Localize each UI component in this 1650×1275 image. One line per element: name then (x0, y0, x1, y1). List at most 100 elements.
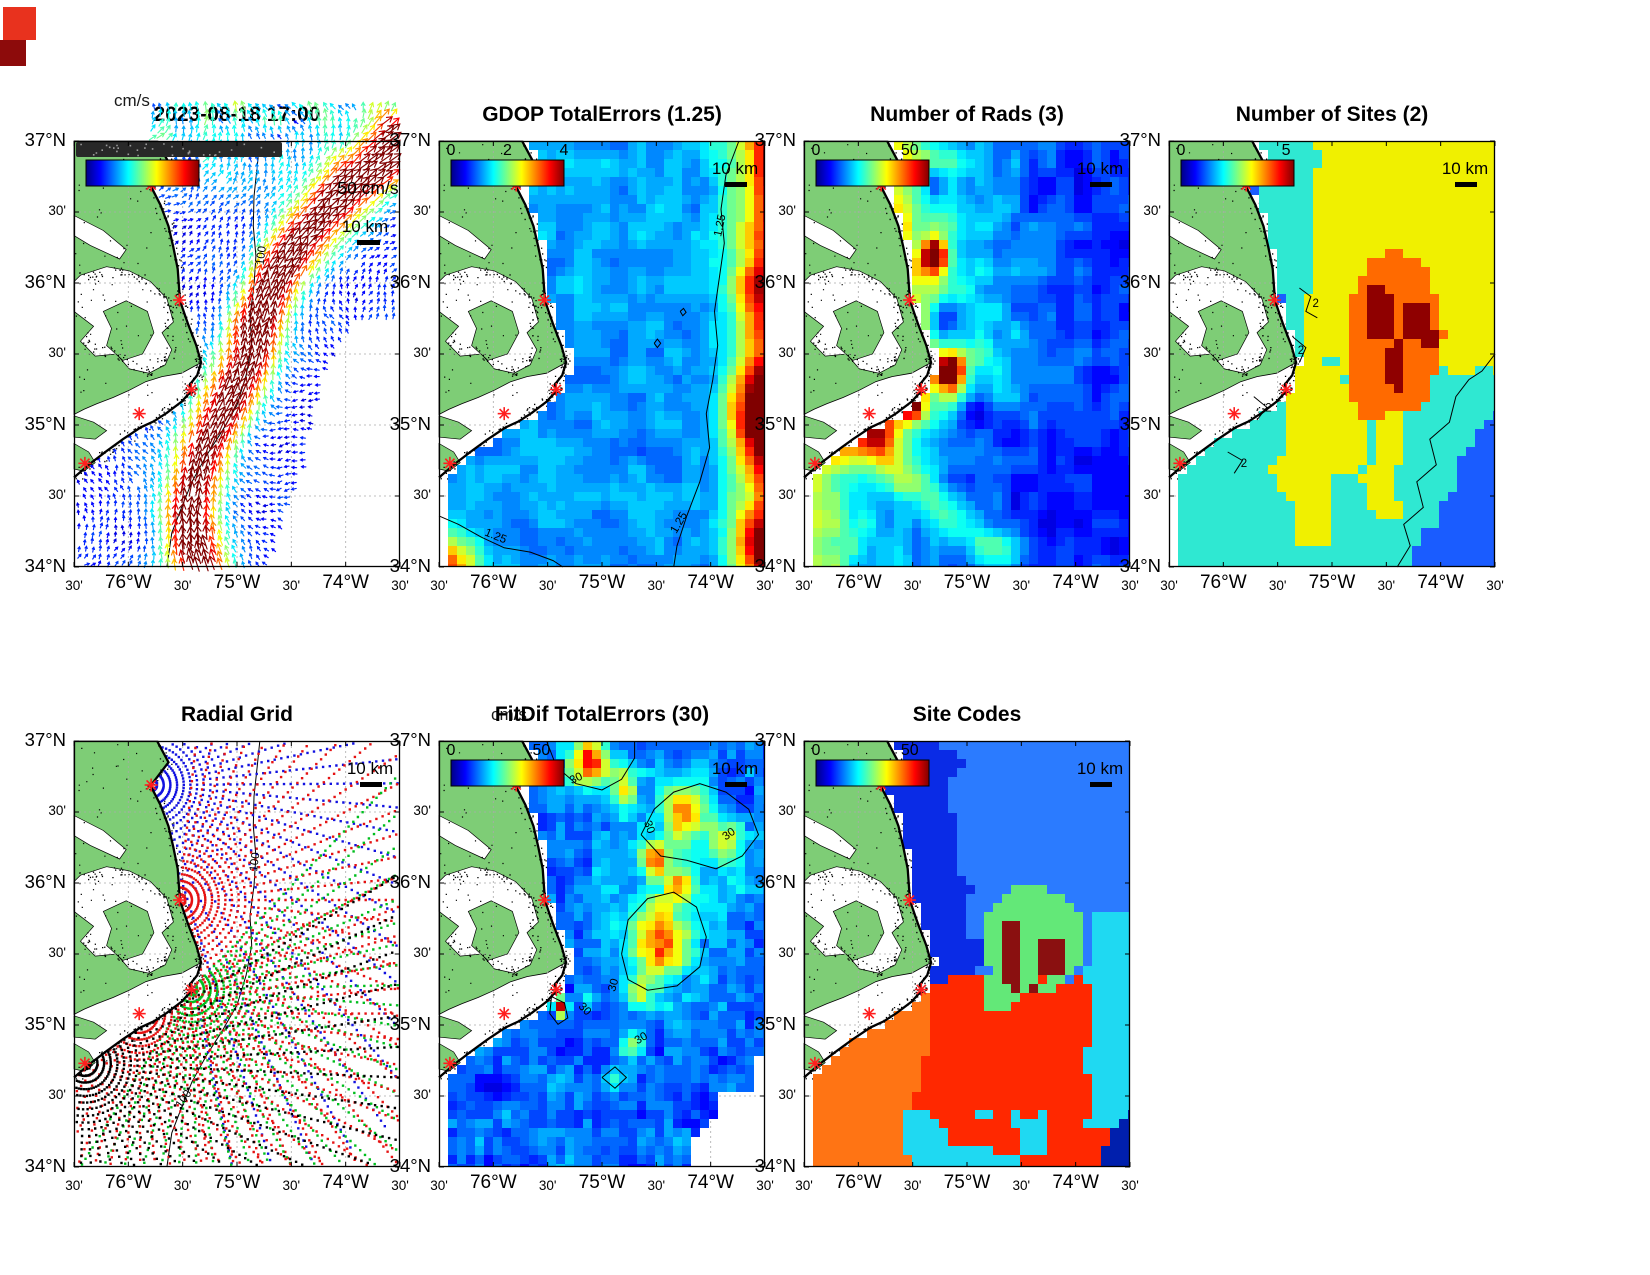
radar-site-markers (78, 778, 198, 1070)
x-tick-label: 76°W (1199, 572, 1247, 593)
colorbar: 0 50 (812, 742, 930, 787)
y-tick-label: 37°N (754, 129, 796, 150)
y-tick-label: 30' (778, 487, 796, 502)
contour-label: 2 (1312, 298, 1318, 310)
y-tick-label: 30' (778, 945, 796, 960)
scale-bar: 10 km (347, 759, 393, 787)
x-tick-label: 76°W (104, 572, 152, 593)
site-codes-plot: 0 50 10 km (803, 740, 1131, 1168)
x-tick-label: 30' (647, 1178, 666, 1193)
scale-bar: 10 km (1077, 159, 1123, 187)
x-tick-label: 30' (1012, 578, 1031, 593)
y-tick-label: 30' (48, 203, 66, 218)
coastline (438, 140, 568, 479)
surface-currents-plot: 100 50 cm/s 10 km (73, 100, 402, 572)
stray-marker-red (3, 7, 36, 40)
axis-ticks (803, 140, 1131, 568)
contour-label: 30 (633, 1030, 650, 1047)
panel-title: Number of Sites (2) (1235, 103, 1429, 126)
x-tick-label: 30' (173, 1178, 192, 1193)
y-tick-label: 37°N (389, 729, 431, 750)
scale-bar: 10 km (1077, 759, 1123, 787)
land-group (803, 140, 936, 480)
scale-bar-line (725, 182, 747, 187)
scale-bar-label: 10 km (1077, 759, 1123, 778)
number-of-rads-plot: 0 50 10 km (803, 140, 1131, 568)
y-tick-label: 37°N (24, 729, 66, 750)
scale-bar: 10 km (712, 759, 758, 787)
heatmap-field (813, 141, 1130, 567)
y-tick-label: 30' (48, 945, 66, 960)
scale-bar-label: 10 km (347, 759, 393, 778)
y-tick-label: 30' (413, 345, 431, 360)
x-tick-label: 30' (282, 578, 301, 593)
y-tick-label: 35°N (389, 413, 431, 434)
contour-label: 2 (1241, 458, 1247, 470)
land-group (73, 140, 206, 480)
axis-ticks (1168, 140, 1496, 568)
y-tick-label: 34°N (1119, 555, 1161, 576)
x-tick-label: 30' (538, 578, 557, 593)
x-tick-label: 30' (430, 578, 448, 593)
y-tick-label: 36°N (754, 271, 796, 292)
heatmap-field (448, 141, 765, 567)
x-tick-label: 74°W (1417, 572, 1464, 593)
scale-bar-label: 10 km (1442, 159, 1488, 178)
units-label: cm/s (491, 705, 527, 724)
x-tick-label: 76°W (834, 572, 882, 593)
y-tick-label: 30' (413, 1087, 431, 1102)
y-tick-label: 36°N (24, 271, 66, 292)
scale-bar-line (1455, 182, 1477, 187)
x-tick-label: 74°W (687, 572, 734, 593)
x-tick-label: 30' (1377, 578, 1396, 593)
radial-grid-dots (75, 742, 400, 1167)
colorbar-tick-label: 50 (901, 742, 919, 759)
x-tick-label: 75°W (578, 1172, 626, 1193)
y-tick-label: 30' (413, 803, 431, 818)
y-tick-label: 34°N (754, 1155, 796, 1176)
y-tick-label: 30' (48, 803, 66, 818)
axis-ticks (803, 740, 1131, 1168)
axis-ticks (438, 740, 766, 1168)
x-tick-label: 30' (538, 1178, 557, 1193)
axis-ticks (438, 140, 766, 568)
panel-title: Radial Grid (180, 703, 294, 726)
contour-label: 1.25 (712, 213, 728, 237)
colorbar-tick-label: 50 (533, 742, 551, 759)
units-label: cm/s (114, 91, 150, 110)
colorbar: 0 2 4 (447, 142, 569, 187)
contour-label: 30 (641, 819, 657, 835)
scale-bar-label: 10 km (342, 217, 388, 236)
colorbar-tick-label: 0 (812, 142, 821, 159)
x-tick-label: 30' (1012, 1178, 1031, 1193)
x-tick-label: 30' (391, 1178, 409, 1193)
contour-label: 100 (255, 245, 269, 266)
categorical-field (813, 741, 1130, 1167)
y-tick-label: 30' (413, 487, 431, 502)
axis-ticks (73, 740, 401, 1168)
scale-bar-label: 10 km (712, 159, 758, 178)
y-tick-label: 36°N (24, 871, 66, 892)
colorbar (76, 142, 282, 187)
panel-title: GDOP TotalErrors (1.25) (482, 103, 722, 126)
coastline (803, 140, 933, 479)
radar-site-markers (443, 178, 563, 470)
axis-ticks (73, 140, 401, 568)
x-tick-label: 30' (391, 578, 409, 593)
x-tick-label: 30' (430, 1178, 448, 1193)
scale-bar-line (1090, 182, 1112, 187)
y-tick-label: 35°N (754, 1013, 796, 1034)
coastline (438, 740, 568, 1079)
colorbar-tick-label: 0 (1177, 142, 1186, 159)
panel-title: Site Codes (912, 703, 1022, 726)
scale-bar: 50 cm/s 10 km (337, 178, 399, 245)
radar-site-markers (78, 178, 198, 470)
y-tick-label: 36°N (754, 871, 796, 892)
y-tick-label: 34°N (389, 1155, 431, 1176)
y-tick-label: 34°N (389, 555, 431, 576)
scale-bar-label: 10 km (712, 759, 758, 778)
y-tick-label: 30' (48, 487, 66, 502)
